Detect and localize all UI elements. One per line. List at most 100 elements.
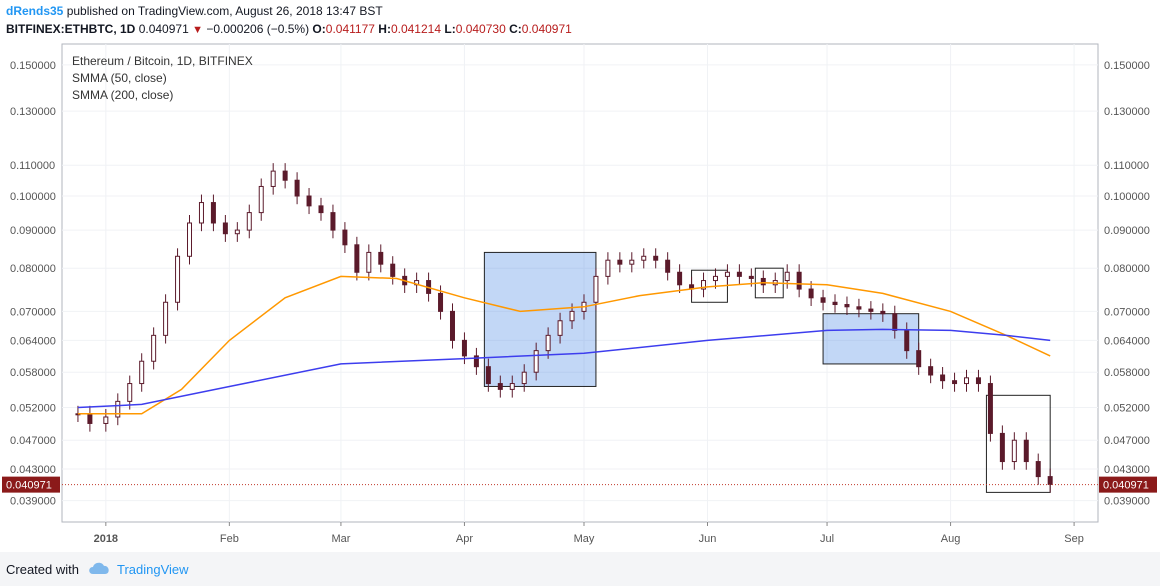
author-link[interactable]: dRends35 (6, 4, 64, 18)
candle-body (701, 280, 707, 290)
candle-body (330, 212, 336, 231)
candle-body (545, 334, 551, 352)
y-tick-label-right: 0.043000 (1104, 464, 1150, 476)
x-tick-label: Sep (1064, 533, 1084, 545)
candle-body (868, 308, 874, 312)
annotation-boxes (483, 251, 1051, 493)
legend-smma50: SMMA (50, close) (72, 71, 167, 85)
grid (61, 43, 1099, 523)
candle-body (724, 271, 730, 277)
candle-body (916, 350, 922, 368)
candle-body (904, 329, 910, 352)
legend-title: Ethereum / Bitcoin, 1D, BITFINEX (72, 54, 253, 68)
candle-body (115, 400, 121, 418)
y-tick-label-right: 0.100000 (1104, 191, 1150, 203)
low-value: 0.040730 (455, 22, 506, 36)
close-value: 0.040971 (521, 22, 572, 36)
candle-body (258, 185, 264, 214)
y-tick-label-right: 0.064000 (1104, 335, 1150, 347)
candle-body (808, 288, 814, 299)
x-tick-label: Jun (699, 533, 717, 545)
smma50-line (77, 275, 1051, 415)
chart-legend: Ethereum / Bitcoin, 1D, BITFINEX SMMA (5… (72, 54, 253, 102)
candle-body (175, 255, 181, 303)
last-price-badge-left (2, 476, 60, 493)
candle-body (222, 222, 228, 235)
candle-body (246, 212, 252, 231)
legend-smma200: SMMA (200, close) (72, 88, 173, 102)
x-tick-label: Apr (456, 533, 473, 545)
x-tick-label: Aug (941, 533, 961, 545)
candle-body (378, 251, 384, 265)
candle-body (151, 334, 157, 362)
candle-body (736, 271, 742, 277)
axes: 0.150000 0.150000 0.130000 0.130000 0.110000… (2, 60, 1157, 545)
candle-body (282, 170, 288, 181)
y-tick-label-right: 0.090000 (1104, 225, 1150, 237)
x-tick-label: May (574, 533, 595, 545)
y-tick-label-right: 0.039000 (1104, 496, 1150, 508)
candle-body (354, 244, 360, 273)
y-tick-label-left: 0.043000 (10, 464, 56, 476)
candle-body (294, 179, 300, 197)
y-tick-label-left: 0.070000 (10, 306, 56, 318)
candle-body (473, 355, 479, 368)
high-value: 0.041214 (390, 22, 442, 36)
candle-body (1011, 439, 1017, 463)
tradingview-cloud-icon (87, 561, 111, 578)
candle-body (964, 377, 970, 385)
high-label: H: (378, 22, 391, 36)
x-tick-label: Feb (220, 533, 239, 545)
candle-body (784, 271, 790, 282)
candle-body (999, 432, 1005, 463)
candle-body (593, 275, 599, 303)
candle-body (342, 229, 348, 246)
candle-body (198, 202, 204, 224)
candle-body (796, 271, 802, 290)
candle-body (975, 377, 981, 385)
candle-body (928, 366, 934, 376)
y-tick-label-left: 0.064000 (10, 335, 56, 347)
y-tick-label-right: 0.080000 (1104, 263, 1150, 275)
candle-body (856, 306, 862, 310)
change-label: −0.000206 (−0.5%) (206, 22, 310, 36)
candle-body (509, 383, 515, 390)
candle-body (820, 297, 826, 303)
candle-body (940, 374, 946, 382)
tradingview-link[interactable]: TradingView (116, 562, 189, 577)
y-tick-label-right: 0.110000 (1104, 160, 1149, 172)
y-tick-label-left: 0.058000 (10, 367, 56, 379)
candle-body (605, 259, 611, 277)
last-price-badge-right (1099, 476, 1157, 493)
y-tick-label-left: 0.080000 (10, 263, 56, 275)
candle-body (533, 350, 539, 373)
candle-body (760, 277, 766, 286)
candle-body (844, 304, 850, 308)
candle-body (139, 360, 145, 385)
x-tick-label: Mar (331, 533, 350, 545)
published-header: dRends35 published on TradingView.com, A… (6, 4, 383, 18)
price-chart[interactable]: 0.150000 0.150000 0.130000 0.130000 0.110000… (0, 0, 1160, 552)
low-label: L: (444, 22, 456, 36)
published-text: published on TradingView.com, August 26,… (66, 4, 383, 18)
candle-body (449, 310, 455, 341)
candle-body (127, 383, 133, 402)
annotation-rectangle (985, 394, 1051, 493)
indicator-lines (62, 275, 1098, 486)
candle-body (832, 301, 838, 306)
candle-body (438, 292, 444, 312)
y-tick-label-right: 0.058000 (1104, 367, 1150, 379)
candle-body (1035, 461, 1041, 478)
down-triangle-icon: ▼ (192, 24, 203, 36)
open-label: O: (312, 22, 326, 36)
y-tick-label-right: 0.150000 (1104, 60, 1150, 72)
plot-frame (61, 43, 1099, 523)
x-tick-label: Jul (820, 533, 834, 545)
x-tick-label: 2018 (94, 533, 118, 545)
candle-body (87, 413, 93, 424)
candle-body (234, 229, 240, 235)
candle-body (987, 383, 993, 434)
y-tick-label-left: 0.150000 (10, 60, 56, 72)
candle-body (103, 416, 109, 424)
candle-body (653, 255, 659, 261)
